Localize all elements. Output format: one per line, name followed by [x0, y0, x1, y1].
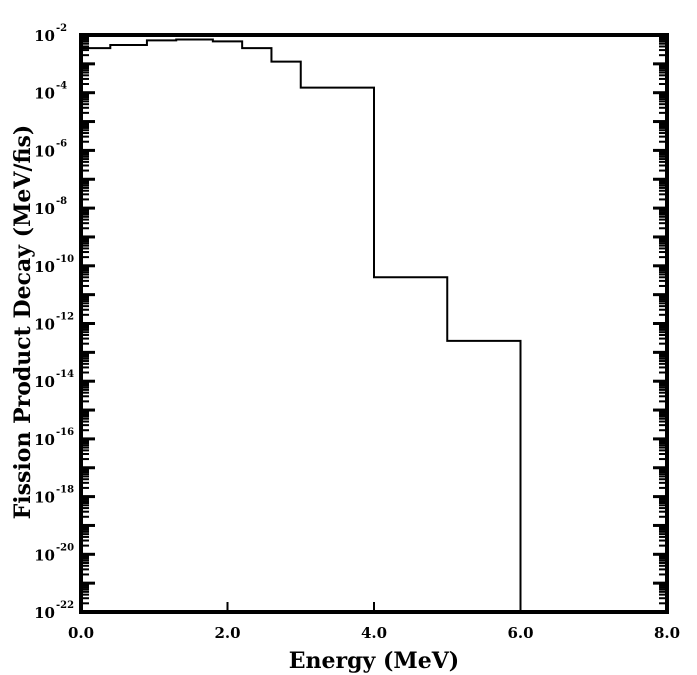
x-tick-label: 2.0: [214, 624, 240, 642]
y-tick-label-exponent: -6: [56, 138, 67, 149]
y-tick-label-base: 10: [34, 604, 55, 622]
y-tick-label-exponent: -18: [56, 485, 74, 496]
y-tick-label-exponent: -14: [56, 369, 74, 380]
y-tick-label-exponent: -10: [56, 254, 74, 265]
x-axis-title: Energy (MeV): [289, 648, 459, 674]
y-tick-label-exponent: -12: [56, 312, 74, 323]
y-tick-label-exponent: -16: [56, 427, 74, 438]
y-tick-label-base: 10: [34, 373, 55, 391]
y-tick-label-base: 10: [34, 85, 55, 103]
y-axis-ticks-left: [81, 33, 95, 614]
y-tick-label-exponent: -8: [56, 196, 67, 207]
x-tick-label: 0.0: [68, 624, 94, 642]
x-tick-label: 4.0: [361, 624, 387, 642]
y-tick-label-exponent: -2: [56, 23, 67, 34]
y-tick-label-base: 10: [34, 431, 55, 449]
histogram-series: [81, 38, 522, 612]
y-tick-label-base: 10: [34, 316, 55, 334]
y-tick-label-exponent: -4: [56, 81, 67, 92]
x-tick-label: 6.0: [507, 624, 533, 642]
y-tick-label-exponent: -22: [56, 600, 74, 611]
x-tick-labels: 0.0 2.0 4.0 6.0 8.0: [68, 624, 680, 642]
y-tick-label-base: 10: [34, 258, 55, 276]
y-axis-title: Fission Product Decay (MeV/fis): [10, 125, 36, 520]
y-axis-ticks-right: [653, 33, 667, 614]
y-tick-label-base: 10: [34, 489, 55, 507]
y-tick-label-base: 10: [34, 546, 55, 564]
y-tick-label-base: 10: [34, 200, 55, 218]
y-tick-label-base: 10: [34, 142, 55, 160]
y-tick-label-base: 10: [34, 27, 55, 45]
y-tick-label-exponent: -20: [56, 542, 74, 553]
x-tick-label: 8.0: [654, 624, 680, 642]
